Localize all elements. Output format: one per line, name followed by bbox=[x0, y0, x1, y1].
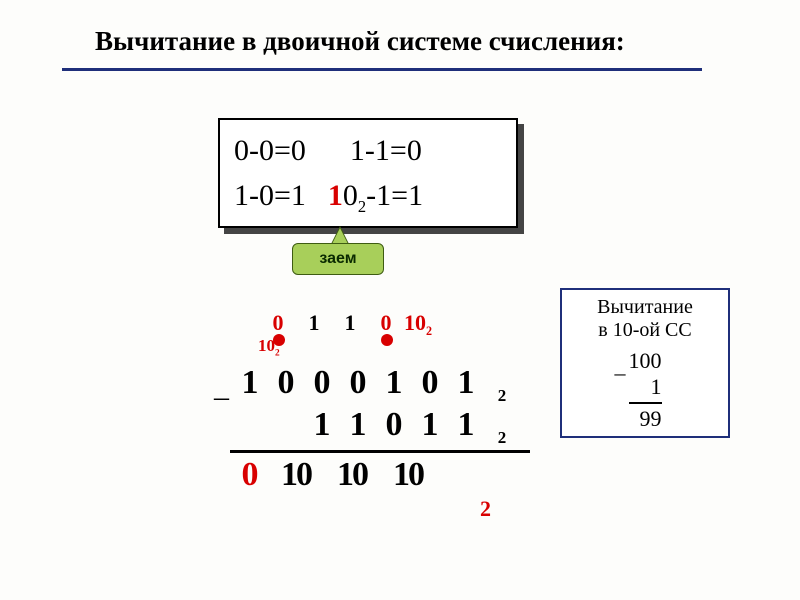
rule-2a: 1-0=1 bbox=[234, 179, 306, 212]
minuend-d3: 0 bbox=[340, 364, 376, 402]
rule-2b-leading-one: 1 bbox=[328, 179, 343, 212]
subtrahend-base: 2 bbox=[484, 428, 520, 448]
rule-1b: 1-1=0 bbox=[350, 134, 422, 167]
minuend-d0: 1 bbox=[232, 364, 268, 402]
borrow-4: 102 bbox=[404, 310, 432, 339]
rules-box: 0-0=0 1-1=0 1-0=1 102-1=1 bbox=[218, 118, 518, 228]
decimal-header-1: Вычитание bbox=[597, 296, 693, 318]
decimal-minus: – bbox=[615, 360, 626, 386]
subtrahend-d4: 0 bbox=[376, 406, 412, 444]
subtrahend-d3: 1 bbox=[340, 406, 376, 444]
decimal-calc: – 100 1 99 bbox=[629, 348, 662, 432]
subtrahend-d5: 1 bbox=[412, 406, 448, 444]
minuend-base: 2 bbox=[484, 386, 520, 406]
callout-tail bbox=[332, 228, 348, 244]
decimal-top: 100 bbox=[629, 348, 662, 374]
result-p2: 10 bbox=[380, 456, 436, 494]
decimal-result: 99 bbox=[629, 402, 662, 432]
subtrahend-d2: 1 bbox=[304, 406, 340, 444]
subtrahend-row: 00110112 bbox=[232, 406, 520, 448]
result-base: 2 bbox=[480, 496, 491, 522]
minuend-d6: 1 bbox=[448, 364, 484, 402]
borrow-dot-2 bbox=[381, 334, 393, 346]
borrow-dot-1 bbox=[273, 334, 285, 346]
subtrahend-d6: 1 bbox=[448, 406, 484, 444]
minuend-d1: 0 bbox=[268, 364, 304, 402]
result-leading-zero: 0 bbox=[232, 456, 268, 494]
borrow-0: 0 bbox=[260, 310, 296, 336]
borrow-2: 1 bbox=[332, 310, 368, 336]
borrow-callout: заем bbox=[292, 243, 384, 275]
rule-2b-sub: 2 bbox=[358, 197, 366, 216]
result-p0: 10 bbox=[268, 456, 324, 494]
borrow-row: 0110102 bbox=[260, 310, 432, 339]
minuend-d4: 1 bbox=[376, 364, 412, 402]
rule-1a: 0-0=0 bbox=[234, 134, 306, 167]
rule-2b-post: -1=1 bbox=[366, 179, 423, 212]
rule-2b-pre: 0 bbox=[343, 179, 358, 212]
borrow-1: 1 bbox=[296, 310, 332, 336]
title-underline bbox=[62, 68, 702, 71]
page-title: Вычитание в двоичной системе счисления: bbox=[95, 26, 625, 57]
minuend-d5: 0 bbox=[412, 364, 448, 402]
decimal-header-2: в 10-ой СС bbox=[598, 319, 692, 341]
decimal-bottom: 1 bbox=[629, 374, 662, 400]
minus-sign: – bbox=[214, 380, 229, 414]
subtraction-line bbox=[230, 450, 530, 453]
result-p1: 10 bbox=[324, 456, 380, 494]
borrow-3: 0 bbox=[368, 310, 404, 336]
minuend-row: 10001012 bbox=[232, 364, 520, 406]
minuend-d2: 0 bbox=[304, 364, 340, 402]
decimal-example-box: Вычитание в 10-ой СС – 100 1 99 bbox=[560, 288, 730, 438]
result-row: 0101010 bbox=[232, 456, 436, 494]
